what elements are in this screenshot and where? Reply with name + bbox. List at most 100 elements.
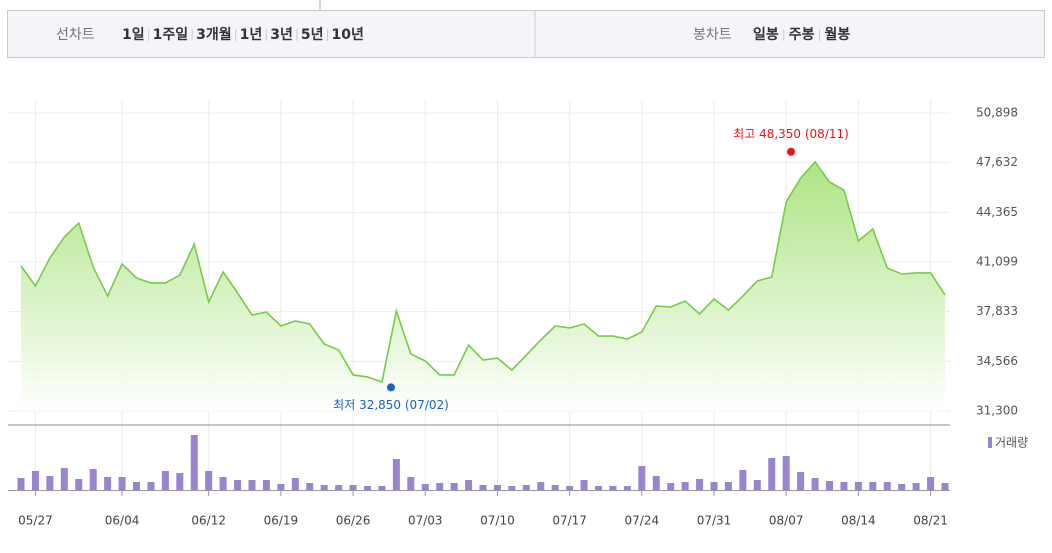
- y-tick-label: 47,632: [976, 155, 1018, 169]
- volume-bar: [378, 486, 386, 490]
- volume-bar: [147, 482, 155, 490]
- price-line: [20, 160, 946, 384]
- volume-bar: [782, 456, 790, 490]
- area-fill: [21, 161, 945, 411]
- volume-bar: [508, 486, 516, 490]
- volume-bar: [623, 486, 631, 490]
- volume-bar: [335, 485, 343, 490]
- x-tick-label: 08/21: [913, 514, 948, 528]
- x-tick-label: 07/24: [625, 514, 660, 528]
- volume-bar: [638, 466, 646, 490]
- toolbar: [7, 10, 1045, 58]
- volume-bar: [580, 480, 588, 490]
- volume-bar: [898, 484, 906, 490]
- volume-bar: [133, 482, 140, 490]
- volume-bar: [436, 483, 444, 490]
- volume-bar: [479, 485, 487, 490]
- volume-bar: [421, 484, 429, 490]
- y-tick-label: 50,898: [976, 106, 1018, 120]
- period-tab[interactable]: 1년: [240, 27, 263, 43]
- volume-bar: [190, 435, 198, 490]
- period-tab[interactable]: 1일: [122, 27, 145, 43]
- volume-bar: [234, 480, 242, 490]
- volume-bar: [248, 480, 256, 490]
- volume-bar: [854, 482, 862, 490]
- volume-bar: [75, 479, 83, 490]
- annotation-dot: [787, 147, 795, 156]
- x-tick-label: 07/03: [408, 514, 443, 528]
- volume-bar: [205, 471, 213, 490]
- legend-label: 거래량: [995, 436, 1028, 450]
- toolbar-items: 선차트 1일 1주일 3개월 1년 3년 5년 10년 봉차트 일봉 주봉 월봉: [56, 26, 850, 43]
- x-tick-label: 07/10: [480, 514, 515, 528]
- annotation-label: 최고 48,350 (08/11): [733, 127, 849, 141]
- annotation-label: 최저 32,850 (07/02): [333, 398, 449, 412]
- volume-bar: [826, 481, 833, 490]
- volume-bar: [493, 485, 501, 490]
- volume-bar: [724, 482, 732, 490]
- volume-bar: [176, 473, 184, 490]
- volume-bar: [104, 477, 112, 490]
- volume-bar: [349, 485, 357, 490]
- period-tab[interactable]: 3개월: [196, 26, 232, 43]
- line-chart-label: 선차트: [56, 27, 95, 43]
- x-tick-label: 06/26: [336, 514, 371, 528]
- volume-bar: [306, 483, 314, 490]
- volume-bar: [941, 483, 949, 490]
- volume-bar: [768, 458, 776, 490]
- volume-bar: [219, 477, 227, 490]
- volume-bar: [927, 477, 935, 490]
- volume-bar: [753, 480, 761, 490]
- volume-bar: [161, 471, 169, 490]
- y-tick-label: 44,365: [976, 205, 1018, 219]
- volume-bar: [840, 482, 848, 490]
- candle-tab[interactable]: 주봉: [789, 27, 815, 43]
- volume-bar: [262, 480, 270, 490]
- period-tab[interactable]: 1주일: [153, 27, 189, 43]
- x-tick-label: 05/27: [18, 514, 53, 528]
- y-tick-label: 37,833: [976, 304, 1018, 318]
- volume-bar: [811, 478, 819, 490]
- x-tick-label: 06/19: [264, 514, 299, 528]
- volume-bar: [537, 482, 545, 490]
- volume-bar: [609, 486, 617, 490]
- candle-tab[interactable]: 일봉: [753, 27, 779, 43]
- volume-bar: [696, 479, 704, 490]
- volume-bar: [566, 486, 574, 490]
- volume-bar: [46, 476, 54, 490]
- volume-bar: [89, 469, 97, 490]
- volume-bar: [681, 482, 689, 490]
- volume-bar: [652, 476, 660, 490]
- volume-bar: [60, 468, 68, 490]
- volume-bar: [450, 483, 458, 490]
- x-tick-label: 06/04: [105, 514, 140, 528]
- volume-bar: [883, 482, 891, 490]
- volume-bar: [320, 485, 328, 490]
- volume-bar: [739, 470, 747, 490]
- volume-bar: [869, 482, 877, 490]
- volume-bar: [551, 485, 559, 490]
- volume-bar: [912, 483, 920, 490]
- volume-bar: [291, 478, 299, 490]
- candle-tab[interactable]: 월봉: [825, 26, 851, 43]
- volume-bar: [17, 478, 25, 490]
- period-tab[interactable]: 10년: [332, 27, 364, 43]
- y-tick-label: 41,099: [976, 255, 1018, 269]
- y-tick-label: 34,566: [976, 354, 1018, 368]
- period-tab[interactable]: 5년: [301, 27, 324, 43]
- volume-bar: [710, 482, 718, 490]
- volume-bar: [407, 477, 415, 490]
- legend-swatch: [988, 437, 992, 448]
- x-tick-label: 06/12: [191, 514, 226, 528]
- volume-bar: [667, 483, 675, 490]
- candle-chart-label: 봉차트: [693, 27, 732, 43]
- volume-bar: [522, 485, 530, 490]
- volume-bar: [31, 471, 39, 490]
- volume-bar: [465, 480, 473, 490]
- period-tab[interactable]: 3년: [270, 27, 293, 43]
- volume-bar: [364, 486, 371, 490]
- volume-bar: [277, 484, 285, 490]
- x-tick-label: 07/17: [552, 514, 587, 528]
- volume-bar: [797, 472, 805, 490]
